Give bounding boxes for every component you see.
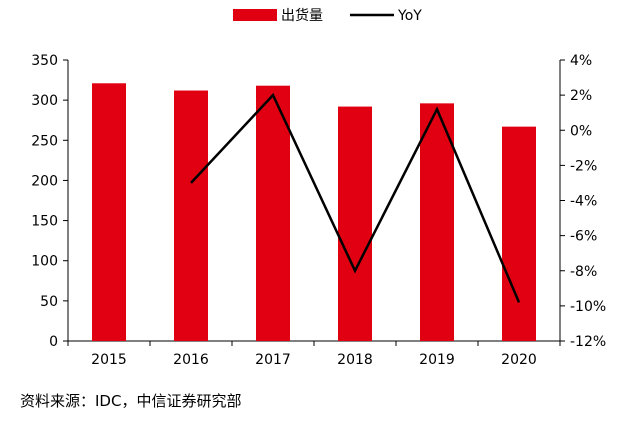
x-tick-label: 2016 (173, 352, 209, 368)
line-series (190, 92, 521, 303)
yoy-line (190, 92, 521, 303)
right-tick-label: -8% (570, 264, 597, 280)
right-tick-label: 2% (570, 88, 592, 104)
right-tick-label: -6% (570, 229, 597, 245)
legend-label-bar: 出货量 (281, 7, 323, 24)
legend-swatch-bar (233, 9, 277, 21)
right-tick-label: -10% (570, 299, 606, 315)
left-tick-label: 50 (40, 294, 58, 310)
left-tick-label: 300 (31, 93, 58, 109)
legend-label-line: YoY (397, 8, 422, 24)
bar (256, 85, 290, 341)
bar (174, 90, 208, 341)
x-tick-label: 2019 (419, 352, 455, 368)
left-tick-label: 200 (31, 173, 58, 189)
left-tick-label: 350 (31, 53, 58, 69)
bar-series (92, 83, 536, 342)
bar (502, 126, 536, 341)
right-tick-label: -12% (570, 334, 606, 350)
x-tick-label: 2018 (337, 352, 373, 368)
right-tick-label: -4% (570, 194, 597, 210)
left-tick-label: 250 (31, 133, 58, 149)
left-tick-label: 100 (31, 254, 58, 270)
tick-labels: 0 50 100 150 200 250 300 350 -12% -10% -8% -6% -4% -2… (31, 53, 606, 368)
right-tick-label: 4% (570, 53, 592, 69)
bar (338, 106, 372, 342)
source-note: 资料来源：IDC，中信证券研究部 (20, 392, 241, 410)
legend: 出货量 YoY (233, 7, 422, 24)
right-tick-label: -2% (570, 158, 597, 174)
left-tick-label: 150 (31, 214, 58, 230)
x-tick-label: 2015 (91, 352, 127, 368)
axes (63, 59, 565, 346)
x-tick-label: 2017 (255, 352, 291, 368)
bar (420, 103, 454, 342)
left-tick-label: 0 (49, 334, 58, 350)
bar (92, 83, 126, 341)
x-tick-label: 2020 (501, 352, 537, 368)
right-tick-label: 0% (570, 123, 592, 139)
